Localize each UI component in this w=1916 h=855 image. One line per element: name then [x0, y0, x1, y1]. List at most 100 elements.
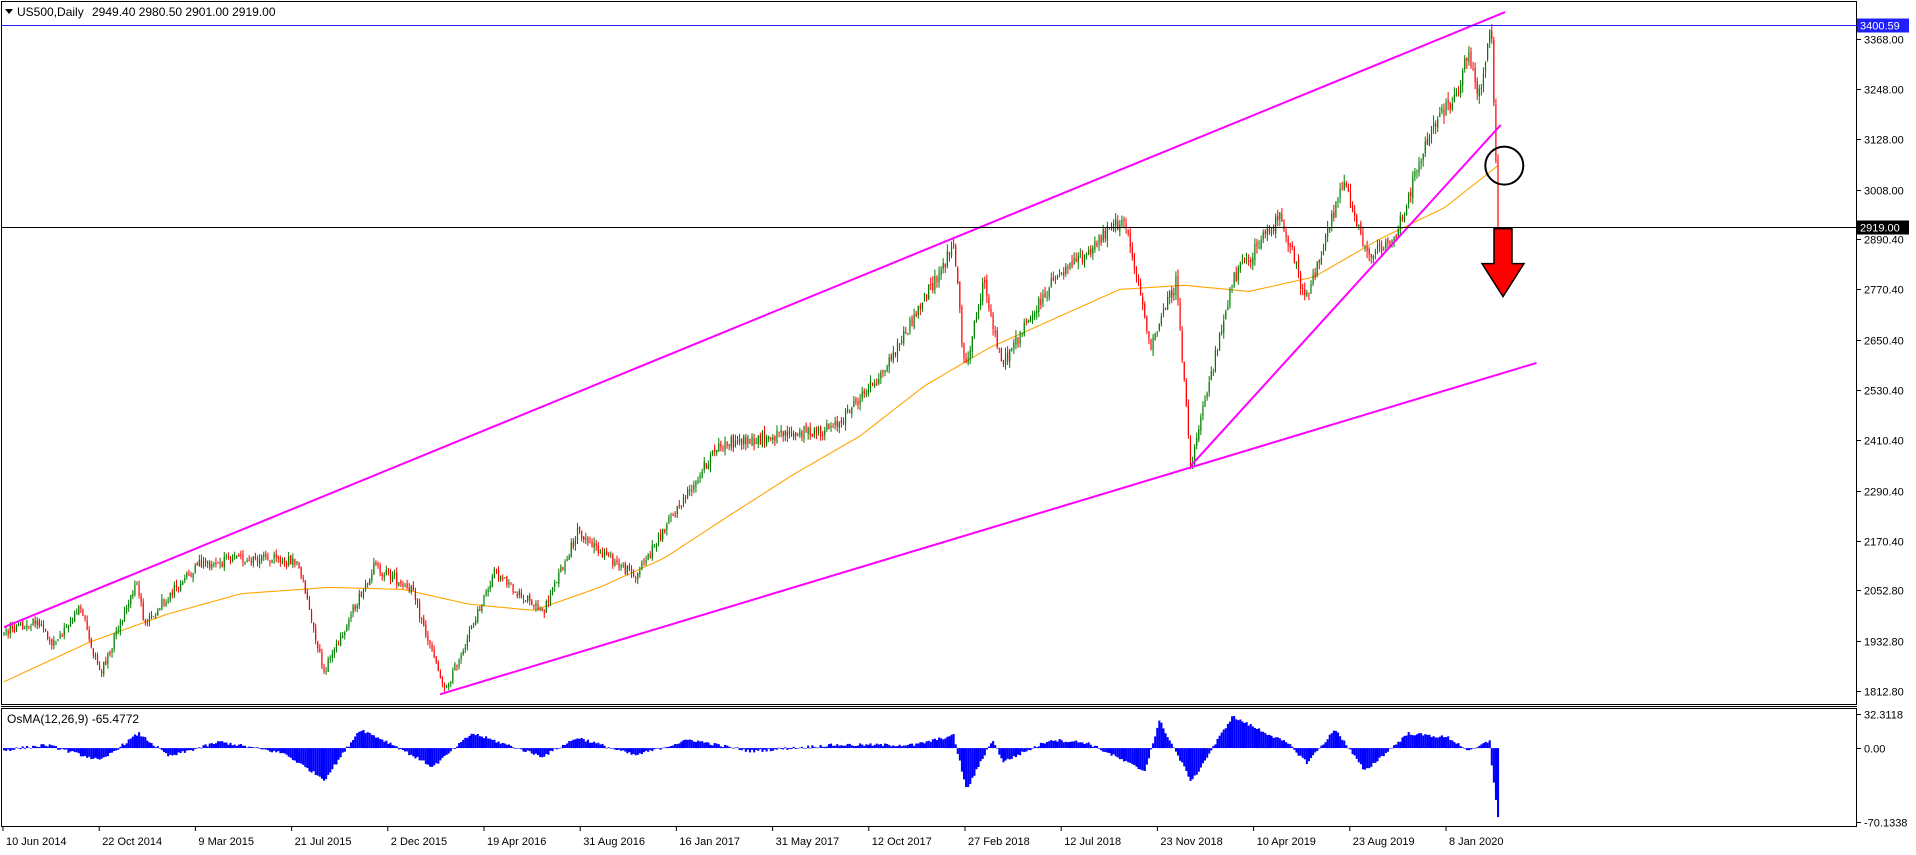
- candle-body: [1457, 91, 1460, 94]
- osma-bar: [759, 748, 762, 750]
- candle-body: [545, 601, 547, 612]
- time-axis-label: 12 Oct 2017: [872, 836, 932, 848]
- candle-body: [516, 594, 518, 597]
- trendline-3[interactable]: [1190, 124, 1502, 467]
- candle-body: [755, 442, 757, 444]
- osma-bar: [1260, 731, 1263, 749]
- candle-bar: [608, 552, 610, 558]
- candle-body: [1300, 273, 1302, 289]
- trendline-2[interactable]: [439, 361, 1537, 696]
- osma-bar: [1359, 748, 1362, 765]
- candle-bar: [844, 408, 847, 431]
- osma-bar: [1378, 748, 1381, 758]
- osma-bar: [1222, 729, 1225, 749]
- candle-bar: [381, 572, 383, 581]
- candle-bar: [418, 598, 421, 623]
- osma-bar: [482, 738, 486, 748]
- candle-body: [919, 305, 921, 309]
- candle-body: [564, 561, 566, 571]
- osma-bar: [179, 748, 182, 753]
- candle-bar: [103, 661, 105, 677]
- osma-bar: [599, 744, 602, 749]
- time-axis-label: 31 May 2017: [776, 836, 840, 848]
- candle-body: [302, 578, 304, 580]
- trendline-1[interactable]: [3, 11, 1506, 629]
- osma-bar: [1474, 748, 1477, 749]
- osma-bar: [264, 748, 267, 750]
- time-axis-label: 21 Jul 2015: [295, 836, 352, 848]
- osma-bar: [106, 748, 109, 757]
- candle-bar: [1432, 115, 1435, 134]
- osma-bar: [1278, 738, 1281, 749]
- osma-bar: [200, 747, 203, 749]
- osma-bar: [487, 738, 490, 748]
- candle-bar: [674, 511, 676, 518]
- circle-annotation[interactable]: [1484, 145, 1525, 186]
- candle-body: [229, 556, 232, 560]
- candle-bar: [1491, 24, 1493, 44]
- candle-body: [1243, 261, 1246, 263]
- osma-bar: [867, 744, 870, 749]
- osma-bar: [1077, 742, 1080, 749]
- candle-body: [1042, 294, 1044, 303]
- candle-bar: [352, 603, 354, 618]
- menu-triangle-icon[interactable]: [5, 9, 13, 14]
- osma-bar: [1253, 727, 1256, 748]
- down-arrow-icon[interactable]: [1480, 227, 1526, 298]
- osma-bar: [175, 748, 178, 756]
- candle-body: [1349, 191, 1352, 208]
- osma-bar: [1274, 737, 1277, 749]
- osma-bar: [495, 742, 498, 749]
- candle-body: [234, 556, 236, 558]
- candle-bar: [1410, 187, 1412, 203]
- candle-bar: [1223, 314, 1225, 339]
- chart-header[interactable]: US500,Daily 2949.40 2980.50 2901.00 2919…: [5, 5, 276, 19]
- moving-average-layer: [3, 165, 1499, 683]
- candle-bar: [1428, 133, 1431, 147]
- osma-bar: [1405, 735, 1408, 749]
- osma-bar: [1289, 744, 1292, 749]
- osma-bar: [1071, 741, 1074, 749]
- osma-bar: [1185, 748, 1188, 771]
- osma-bar: [890, 746, 893, 749]
- candle-bar: [1127, 229, 1129, 237]
- candle-bar: [175, 579, 178, 592]
- candle-bar: [111, 647, 113, 658]
- candle-body: [1129, 233, 1131, 247]
- osma-bar: [1089, 744, 1092, 749]
- osma-bar: [1127, 748, 1130, 763]
- candle-body: [705, 463, 707, 469]
- candle-bar: [944, 263, 946, 274]
- osma-bar: [1351, 748, 1354, 755]
- candle-bar: [44, 628, 47, 632]
- candle-body: [1069, 263, 1071, 269]
- candle-body: [822, 435, 824, 436]
- osma-bar: [331, 748, 334, 770]
- osma-bar: [138, 732, 141, 749]
- candle-body: [294, 559, 296, 565]
- candle-bar: [1200, 413, 1202, 436]
- osma-bar: [896, 746, 899, 749]
- candle-body: [628, 566, 631, 570]
- osma-bar: [183, 748, 186, 753]
- osma-bar: [1073, 741, 1076, 748]
- candle-body: [1391, 240, 1393, 245]
- candle-bar: [961, 304, 963, 348]
- candle-bar: [905, 326, 907, 335]
- candle-body: [130, 595, 132, 604]
- osma-bar: [1017, 748, 1020, 755]
- candle-bar: [138, 580, 140, 599]
- time-axis[interactable]: 10 Jun 2014 22 Oct 2014 9 Mar 2015 21 Jul 2…: [2, 827, 1503, 848]
- candle-bar: [1447, 92, 1449, 111]
- osma-bar: [314, 748, 317, 775]
- candle-body: [177, 587, 180, 590]
- osma-bar: [306, 748, 309, 769]
- osma-bar: [588, 742, 592, 749]
- candle-bar: [1248, 254, 1250, 266]
- candle-bar: [1069, 262, 1071, 271]
- osma-bar: [782, 748, 785, 750]
- candle-body: [296, 561, 298, 564]
- candle-bar: [680, 505, 682, 510]
- candle-bar: [1021, 332, 1023, 338]
- osma-bar: [395, 746, 398, 748]
